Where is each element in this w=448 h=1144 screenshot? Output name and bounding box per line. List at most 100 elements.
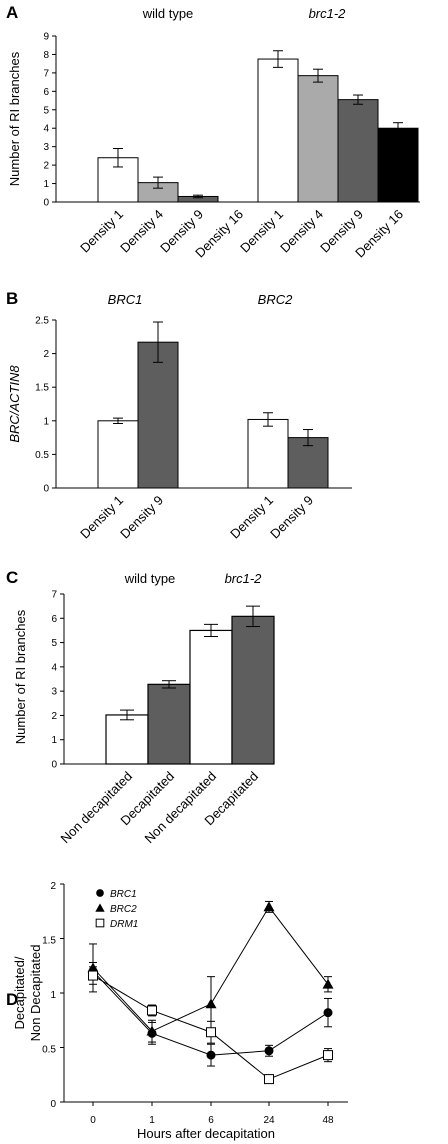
panel-d-legend-marker <box>95 903 105 912</box>
panel-a-x-tick-label: Density 1 <box>237 207 286 256</box>
panel-a-y-tick-label: 0 <box>43 198 49 209</box>
panel-a-bar <box>297 75 339 203</box>
panel-c-y-tick-label: 2 <box>51 711 57 722</box>
panel-b-group-label: BRC1 <box>108 292 143 307</box>
panel-b-bar <box>247 418 289 489</box>
panel-d-y-tick-label: 2 <box>50 881 56 892</box>
panel-d-y-tick-label: 1.5 <box>42 936 56 947</box>
panel-b-y-tick-label: 1.5 <box>35 383 49 394</box>
panel-a-y-tick-label: 7 <box>43 68 49 79</box>
panel-d-x-tick-label: 48 <box>322 1115 334 1126</box>
panel-b-y-axis-label: BRC/ACTIN8 <box>7 365 22 443</box>
panel-c-y-tick-label: 6 <box>51 614 57 625</box>
panel-c-bar <box>231 615 275 765</box>
panel-b-x-tick-label: Density 9 <box>117 493 166 542</box>
panel-d-legend: BRC1 BRC2 DRM1 <box>95 889 138 930</box>
panel-d-point-square <box>206 1027 216 1038</box>
panel-d-legend-marker <box>95 918 105 928</box>
panel-b-bar <box>97 420 139 489</box>
panel-b-y-tick-label: 2.5 <box>35 316 49 327</box>
panel-a-letter: A <box>6 3 18 22</box>
panel-d-x-axis-label: Hours after decapitation <box>137 1126 275 1141</box>
panel-b-y-axis: 0 0.5 1 1.5 2 2.5 <box>35 316 57 495</box>
panel-d-x-tick-label: 1 <box>149 1115 155 1126</box>
panel-c-y-tick-label: 1 <box>51 735 57 746</box>
panel-b-x-tick-label: Density 1 <box>227 493 276 542</box>
panel-d-point-square <box>147 1005 157 1016</box>
panel-d-x-tick-label: 24 <box>263 1115 275 1126</box>
panel-d-legend-label: DRM1 <box>110 919 138 930</box>
panel-b-y-tick-label: 0.5 <box>35 450 49 461</box>
panel-d-point-circle <box>264 1046 274 1056</box>
panel-b-group-label: BRC2 <box>258 292 293 307</box>
panel-b-x-tick-label: Density 1 <box>77 493 126 542</box>
panel-d-point-triangle <box>322 978 334 989</box>
panel-c-y-tick-label: 5 <box>51 638 57 649</box>
panel-c-bar <box>105 714 149 765</box>
panel-c-y-tick-label: 3 <box>51 687 57 698</box>
panel-d-y-axis: 0 0.5 1 1.5 2 <box>42 881 65 1110</box>
panel-a-y-tick-label: 4 <box>43 124 49 135</box>
panel-d-series-drm1 <box>88 966 333 1085</box>
panel-a-bar <box>337 99 379 203</box>
panel-d-point-triangle <box>205 998 217 1009</box>
panel-d-point-square <box>323 1050 333 1061</box>
panel-d-series-brc2 <box>87 900 334 1043</box>
panel-c-letter: C <box>6 568 18 587</box>
panel-d-letter: D <box>6 990 18 1009</box>
panel-c-y-tick-label: 0 <box>51 760 57 771</box>
panel-a-y-tick-label: 1 <box>43 179 49 190</box>
panel-b-letter: B <box>6 289 18 308</box>
panel-a-x-tick-label: Density 4 <box>117 207 166 256</box>
panel-d-point-circle <box>206 1050 216 1060</box>
panel-d-legend-marker <box>96 889 104 897</box>
panel-d-x-tick-label: 0 <box>90 1115 96 1126</box>
panel-c-x-tick-label: Non decapitated <box>142 769 220 847</box>
panel-c-y-tick-label: 4 <box>51 662 57 673</box>
panel-d-y-axis-label-line1: Decapitated/ <box>12 956 27 1029</box>
panel-c-group-label: brc1-2 <box>225 571 263 586</box>
panel-d-y-tick-label: 0.5 <box>42 1045 56 1056</box>
panel-d-point-square <box>88 970 98 981</box>
panel-d-point-triangle <box>146 1025 158 1036</box>
panel-d-y-tick-label: 0 <box>50 1099 56 1110</box>
panel-d-point-triangle <box>263 901 275 912</box>
panel-a-x-tick-label: Density 1 <box>77 207 126 256</box>
panel-d-x-axis: 0 1 6 24 48 <box>64 1101 348 1126</box>
panel-a-y-tick-label: 3 <box>43 142 49 153</box>
panel-a-bar <box>257 58 299 203</box>
panel-a-group-label: brc1-2 <box>309 6 347 21</box>
panel-c-y-axis: 0 1 2 3 4 5 6 7 <box>51 590 65 771</box>
panel-d-y-tick-label: 1 <box>50 990 56 1001</box>
panel-c-bar <box>189 629 233 765</box>
panel-c-bar <box>147 683 191 765</box>
panel-a-y-tick-label: 6 <box>43 87 49 98</box>
panel-a-y-axis-label: Number of RI branches <box>7 51 22 186</box>
panel-d-legend-label: BRC2 <box>110 904 137 915</box>
panel-d-point-circle <box>323 1008 333 1018</box>
panel-c-y-axis-label: Number of RI branches <box>13 609 28 744</box>
panel-c-y-tick-label: 7 <box>51 590 57 601</box>
panel-a-group-label: wild type <box>142 6 194 21</box>
panel-b-y-tick-label: 0 <box>43 484 49 495</box>
panel-d-x-tick-label: 6 <box>208 1115 214 1126</box>
panel-d-y-axis-label-line2: Non Decapitated <box>28 945 43 1042</box>
panel-a-y-tick-label: 2 <box>43 161 49 172</box>
panel-a-bar <box>377 127 419 203</box>
panel-b-y-tick-label: 2 <box>43 349 49 360</box>
panel-a-y-tick-label: 5 <box>43 105 49 116</box>
panel-b-y-tick-label: 1 <box>43 416 49 427</box>
panel-c-x-tick-label: Non decapitated <box>58 769 136 847</box>
panel-a-y-tick-label: 9 <box>43 32 49 43</box>
panel-a-x-tick-label: Density 4 <box>277 207 326 256</box>
panel-b-x-tick-label: Density 9 <box>267 493 316 542</box>
panel-b-bar <box>137 341 179 489</box>
panel-c-group-label: wild type <box>124 571 176 586</box>
panel-a-y-tick-label: 8 <box>43 50 49 61</box>
panel-d-legend-label: BRC1 <box>110 889 137 900</box>
panel-d-point-square <box>264 1074 274 1085</box>
